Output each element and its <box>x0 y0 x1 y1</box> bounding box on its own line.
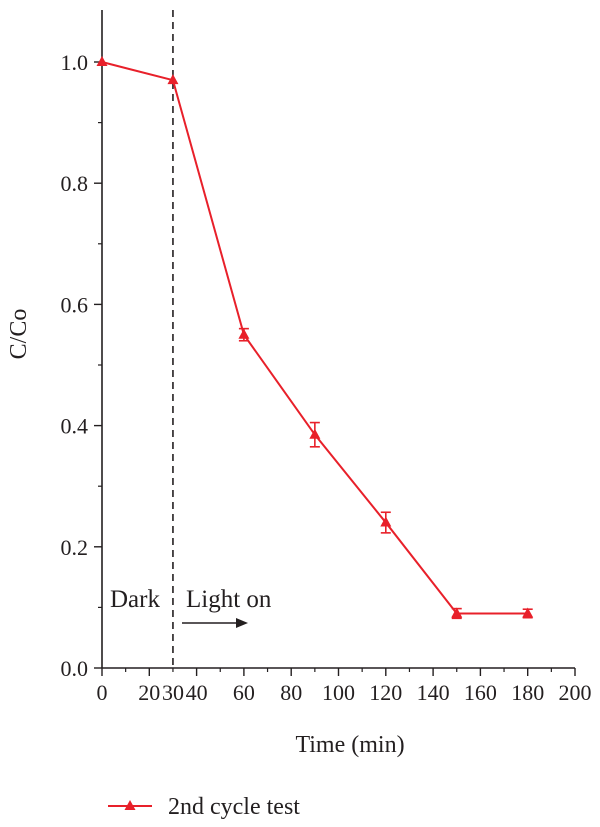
dark-label: Dark <box>110 586 160 613</box>
y-tick-label: 0.6 <box>61 292 89 317</box>
light-arrow-head <box>236 618 248 628</box>
data-point-marker <box>522 607 534 618</box>
y-tick-label: 0.4 <box>61 414 89 439</box>
series-line <box>101 61 528 615</box>
data-point-marker <box>451 607 463 618</box>
x-axis-title: Time (min) <box>295 732 404 758</box>
y-tick-label: 0.0 <box>61 656 89 681</box>
x-tick-label: 180 <box>511 680 544 705</box>
data-point-marker <box>309 428 321 439</box>
data-point-marker <box>96 56 108 66</box>
data-point-marker <box>238 328 250 339</box>
y-axis-title: C/Co <box>6 309 32 360</box>
data-point-marker <box>380 516 392 527</box>
x-tick-label: 30 <box>162 680 184 705</box>
annotations <box>172 10 248 668</box>
x-tick-label: 140 <box>417 680 450 705</box>
legend-marker-sample <box>124 800 136 810</box>
x-tick-label: 200 <box>559 680 592 705</box>
x-tick-label: 60 <box>233 680 255 705</box>
x-tick-label: 120 <box>369 680 402 705</box>
legend-label: 2nd cycle test <box>168 794 300 820</box>
y-tick-label: 0.8 <box>61 171 89 196</box>
x-tick-label: 80 <box>280 680 302 705</box>
y-axis-ticks: 0.0 0.2 0.4 0.6 0.8 1.0 <box>61 50 102 681</box>
x-tick-label: 20 <box>138 680 160 705</box>
x-axis-ticks: 0 20 30 40 60 80 100 120 140 160 180 200 <box>97 668 592 705</box>
y-tick-label: 0.2 <box>61 535 89 560</box>
legend: 2nd cycle test <box>108 794 300 820</box>
x-tick-label: 100 <box>322 680 355 705</box>
x-tick-label: 0 <box>97 680 108 705</box>
x-tick-label: 40 <box>186 680 208 705</box>
y-tick-label: 1.0 <box>61 50 89 75</box>
light-on-label: Light on <box>186 586 272 613</box>
data-point-marker <box>167 74 179 85</box>
plot-area <box>96 56 534 620</box>
x-tick-label: 160 <box>464 680 497 705</box>
